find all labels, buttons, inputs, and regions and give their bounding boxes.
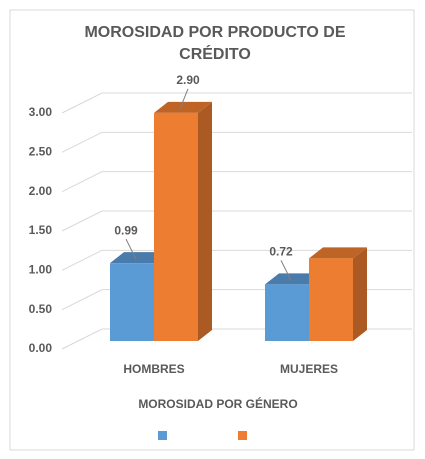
leader-line [125, 238, 137, 260]
y-tick-label: 0.00 [29, 341, 53, 355]
y-tick-label: 1.00 [29, 263, 53, 277]
y-tick-label: 0.50 [29, 302, 53, 316]
y-tick-label: 2.00 [29, 184, 53, 198]
bar-face [265, 284, 309, 341]
bar-face [110, 252, 168, 264]
bar-face [110, 263, 154, 341]
bar [154, 101, 212, 341]
bar-face [309, 247, 367, 259]
y-tick-label: 2.50 [29, 145, 53, 159]
data-label: 2.90 [176, 73, 200, 87]
x-tick-label: MUJERES [280, 362, 338, 376]
grid-line [61, 249, 412, 271]
y-tick-label: 1.50 [29, 223, 53, 237]
grid-line [61, 171, 412, 193]
grid-line [61, 131, 412, 153]
chart-title: MOROSIDAD POR PRODUCTO DE CRÉDITO [84, 24, 346, 63]
bar-face [265, 273, 323, 285]
bar-face [309, 258, 353, 341]
bar-face [154, 101, 212, 113]
x-tick-label: HOMBRES [123, 362, 184, 376]
legend-swatch [158, 431, 167, 440]
data-label: 0.72 [269, 245, 293, 259]
y-tick-label: 3.00 [29, 105, 53, 119]
leader-line [280, 260, 292, 281]
bar-face [154, 112, 198, 341]
legend-swatch [238, 431, 247, 440]
grid-line [61, 210, 412, 232]
x-axis-title: MOROSIDAD POR GÉNERO [138, 396, 297, 411]
bar [309, 247, 367, 341]
data-label: 0.99 [114, 223, 138, 237]
leader-line [179, 88, 189, 110]
bar-face [353, 247, 367, 341]
grid-line [61, 92, 412, 114]
chart-border [9, 9, 415, 451]
bar-face [198, 101, 212, 341]
